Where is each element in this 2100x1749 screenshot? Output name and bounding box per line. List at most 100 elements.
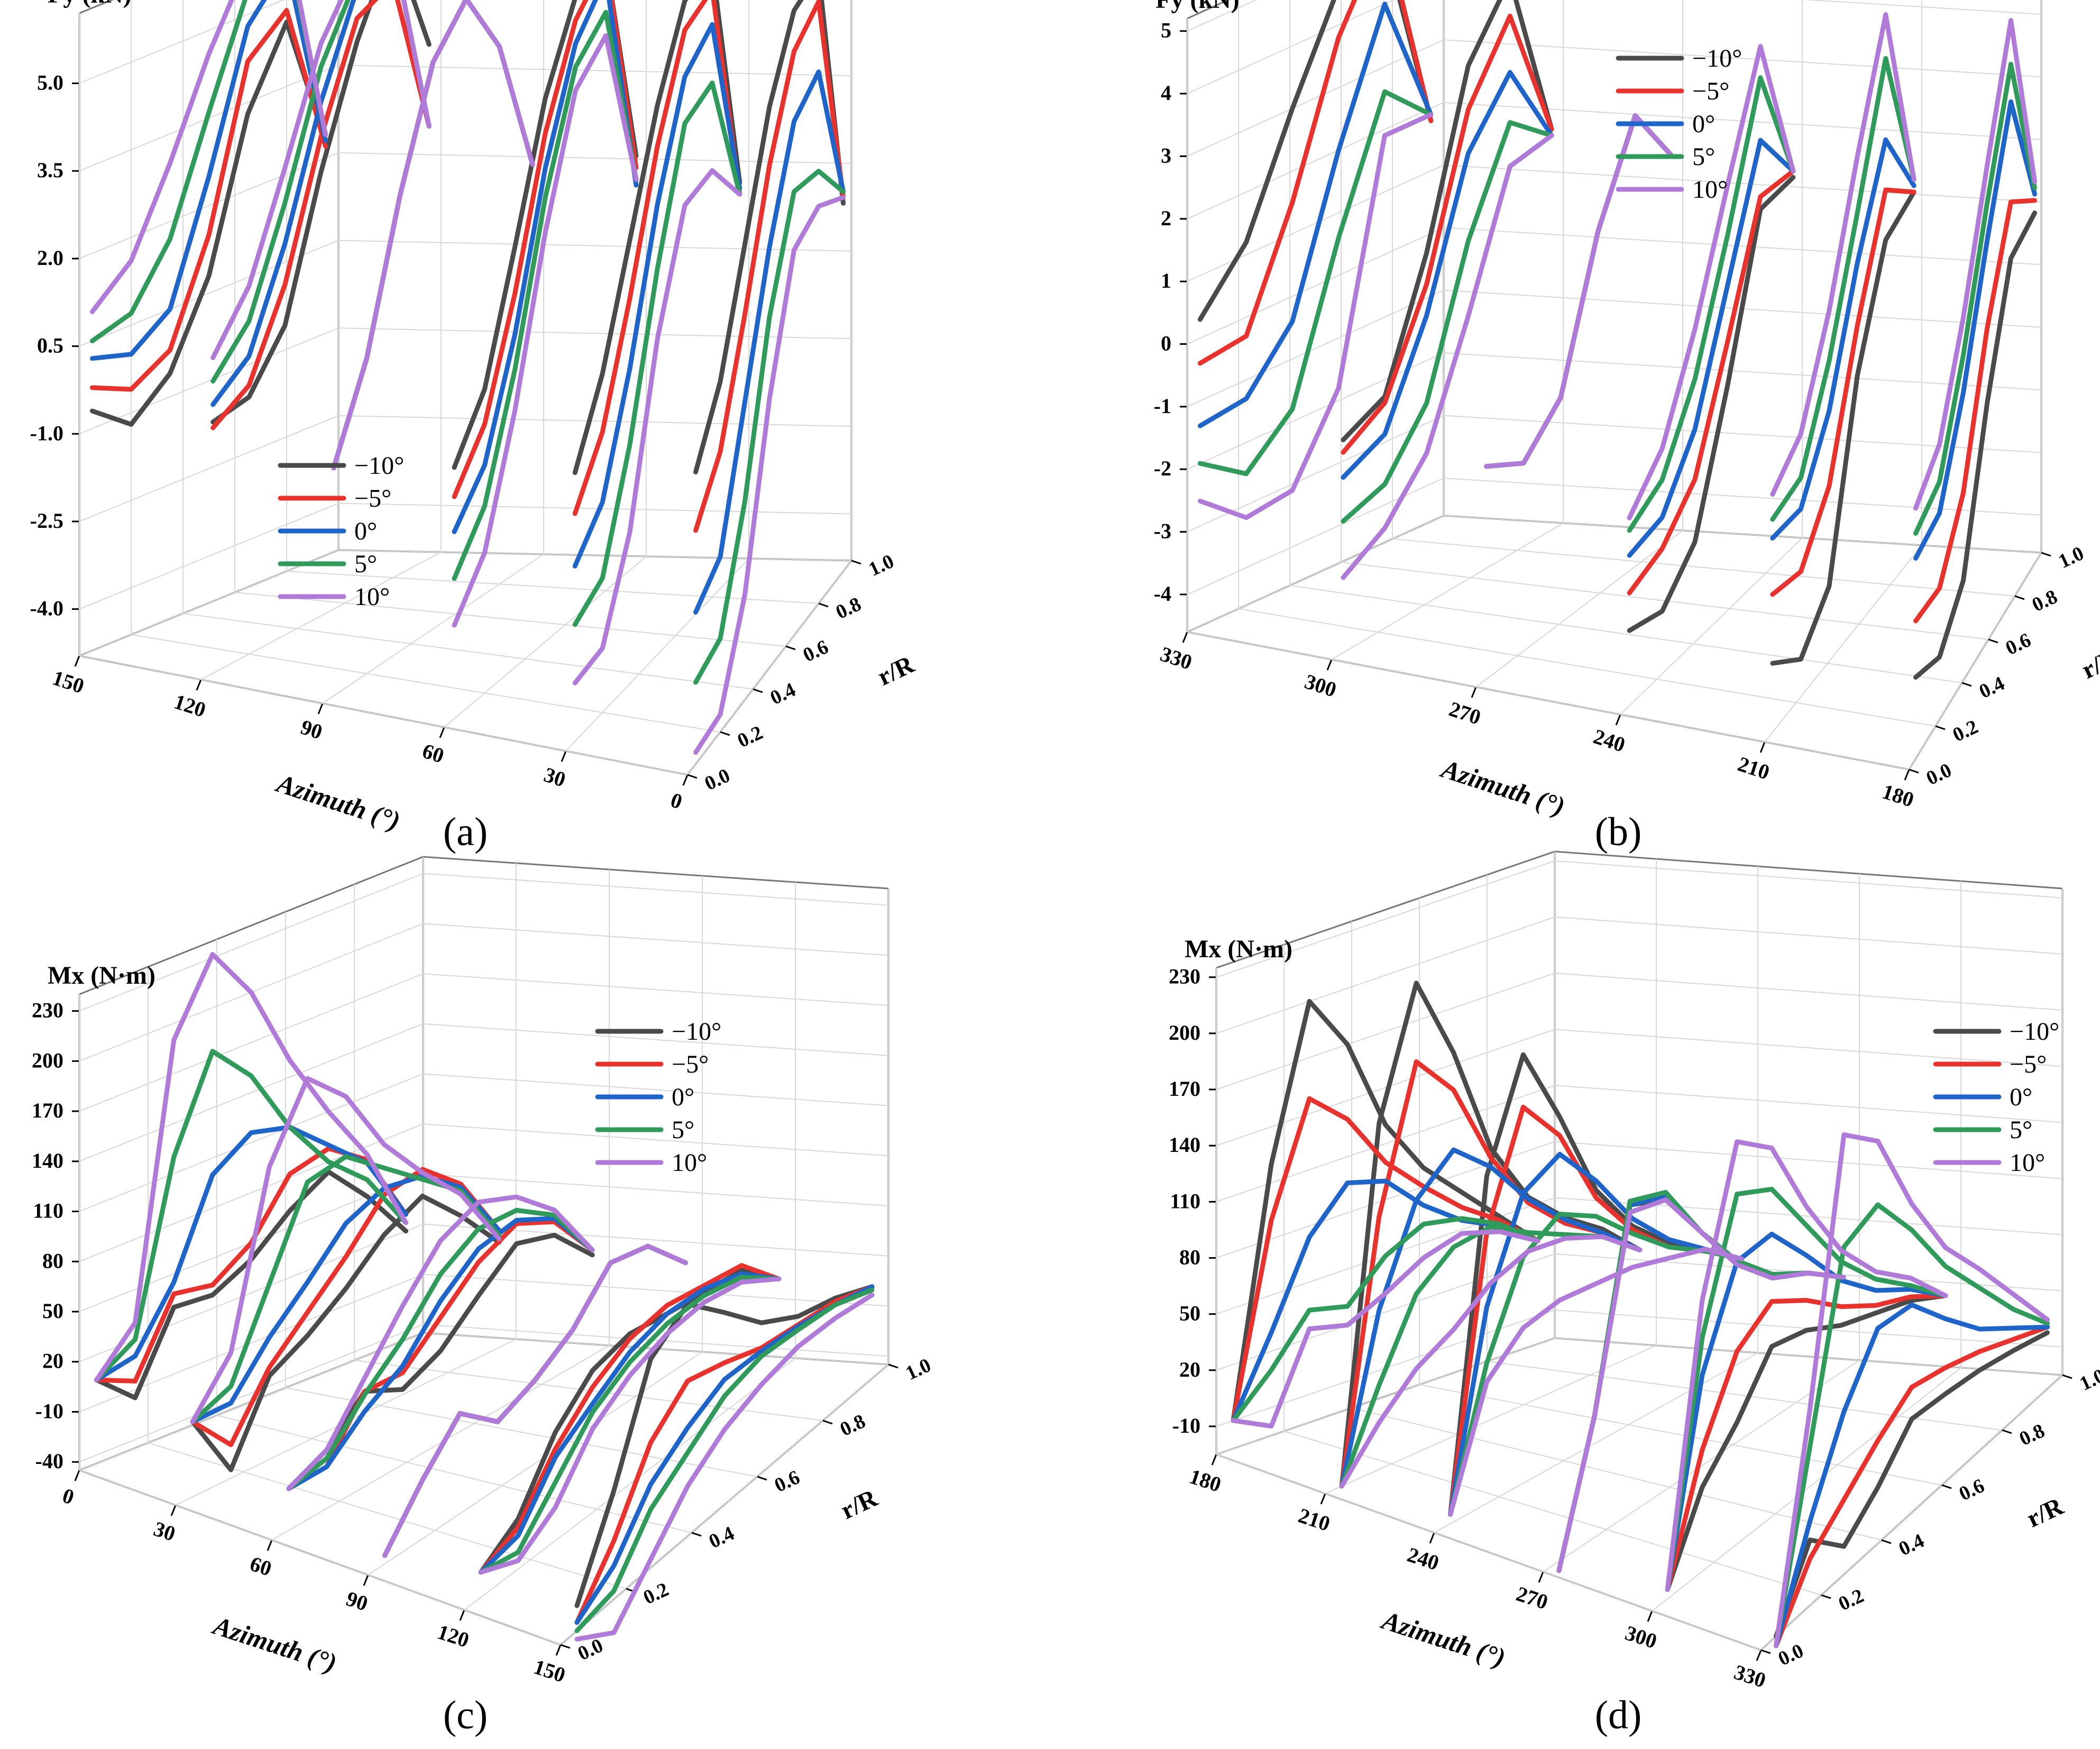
z-gridline — [1216, 860, 2063, 978]
series-line-−10° — [1770, 189, 1916, 666]
y-tick — [2041, 552, 2051, 557]
series-line-0° — [1913, 99, 2037, 561]
y-gridline — [216, 1415, 692, 1533]
series-line-−5° — [693, 0, 846, 533]
y-tick-label: 1.0 — [902, 1354, 934, 1385]
y-tick-label: 0.2 — [1949, 716, 1982, 746]
z-tick-label: 0.5 — [37, 334, 63, 358]
z-tick-label: 3 — [1161, 143, 1171, 167]
series-line-5° — [693, 169, 846, 685]
z-tick-label: 110 — [33, 1199, 63, 1223]
x-tick — [459, 1609, 465, 1621]
legend-label: −5° — [1692, 77, 1729, 105]
series-line-10° — [1665, 1139, 1948, 1592]
legend-label: 10° — [1692, 176, 1728, 204]
x-tick-label: 240 — [1405, 1542, 1442, 1574]
x-tick-label: 300 — [1302, 669, 1340, 701]
legend-label: 5° — [2010, 1116, 2032, 1144]
series-line-0° — [1448, 1151, 1744, 1517]
series-line-10° — [210, 0, 432, 360]
x-tick-label: 270 — [1514, 1581, 1551, 1614]
series-line-10° — [94, 952, 408, 1382]
x-tick-label: 150 — [50, 665, 87, 698]
x-tick — [1471, 686, 1477, 698]
x-tick — [682, 774, 689, 786]
y-gridline — [1487, 1361, 2003, 1431]
floor-outline — [79, 549, 853, 776]
series-line-−5° — [1665, 1293, 1948, 1592]
series-line-−10° — [1484, 113, 1675, 469]
y-gridline — [286, 571, 819, 604]
series-line-5° — [1627, 75, 1796, 533]
x-tick-label: 0 — [668, 788, 685, 814]
series-line-−5° — [478, 1263, 782, 1575]
legend: −10° −5° 0° 5° 10° — [595, 1018, 721, 1177]
y-tick — [691, 1532, 702, 1537]
z-tick-label: -1.0 — [30, 421, 63, 445]
series-line-−5° — [1484, 113, 1675, 469]
z-gridline — [1187, 415, 2042, 533]
x-tick — [561, 750, 567, 762]
z-tick-label: -4.0 — [30, 597, 63, 620]
series-line-0° — [286, 1216, 595, 1491]
series-line-10° — [572, 168, 742, 685]
series-line-−5° — [1913, 198, 2037, 624]
x-tick-label: 330 — [1158, 642, 1195, 674]
z-gridline — [1187, 477, 2042, 595]
series-line-5° — [1448, 1212, 1744, 1517]
series-line-5° — [572, 80, 742, 627]
x-tick — [74, 655, 80, 667]
series-line-10° — [1913, 18, 2037, 511]
z-tick-label: 170 — [32, 1098, 63, 1122]
series-line-10° — [382, 1243, 688, 1558]
z-tick-label: -10 — [35, 1399, 63, 1423]
y-gridline — [79, 655, 688, 775]
z-tick-label: 80 — [42, 1249, 63, 1272]
series-line-5° — [1913, 61, 2037, 536]
series-line-0° — [693, 69, 846, 615]
z-tick-label: 80 — [1179, 1245, 1200, 1269]
legend-label: 10° — [2010, 1149, 2045, 1177]
series-line-10° — [574, 1293, 875, 1642]
legend-label: 5° — [354, 550, 377, 578]
legend: −10° −5° 0° 5° 10° — [1616, 44, 1742, 204]
y-tick — [753, 688, 763, 693]
z-gridline — [1216, 916, 2063, 1034]
series-line-10° — [1448, 1247, 1744, 1517]
y-tick-label: 1.0 — [2055, 542, 2087, 573]
x-axis-title: Azimuth (°) — [208, 1610, 340, 1678]
series-line-0° — [1627, 138, 1796, 558]
y-tick — [1941, 1484, 1952, 1489]
series-line-−10° — [90, 20, 328, 427]
series-line-−5° — [1197, 0, 1434, 366]
x-tick — [1904, 769, 1910, 781]
y-tick — [2014, 595, 2025, 600]
series-line-10° — [190, 1076, 502, 1424]
z-tick-label: 200 — [1169, 1021, 1200, 1045]
x-tick — [170, 1505, 177, 1516]
x-tick — [1429, 1532, 1435, 1544]
series-line-−10° — [190, 1194, 502, 1472]
chart-panel-d: 230 200 170 140 110 80 50 20 -10 180 210 240 270 300 3… — [1169, 850, 2100, 1692]
y-tick — [1909, 768, 1919, 774]
z-tick-label: 50 — [1179, 1302, 1200, 1325]
z-tick-label: 1 — [1161, 269, 1171, 292]
x-tick-label: 210 — [1735, 752, 1773, 784]
z-gridline — [79, 1023, 889, 1162]
x-tick — [1756, 1650, 1762, 1661]
y-tick-label: 0.4 — [705, 1522, 738, 1553]
z-axis-title: Fy (kN) — [48, 0, 132, 8]
y-tick-label: 0.8 — [2029, 585, 2061, 616]
x-gridline — [368, 876, 703, 1576]
series-line-−10° — [572, 0, 742, 475]
z-tick-label: 4 — [1161, 81, 1171, 105]
series-line-10° — [1484, 113, 1675, 469]
y-gridline — [1283, 1431, 1822, 1596]
x-tick-label: 0 — [60, 1484, 77, 1509]
x-tick-label: 210 — [1296, 1503, 1333, 1535]
series-line-−5° — [452, 0, 639, 499]
z-tick-label: -10 — [1172, 1414, 1200, 1437]
series-line-0° — [478, 1271, 782, 1575]
series-line-0° — [1665, 1231, 1948, 1592]
z-tick-label: -1 — [1154, 394, 1171, 418]
